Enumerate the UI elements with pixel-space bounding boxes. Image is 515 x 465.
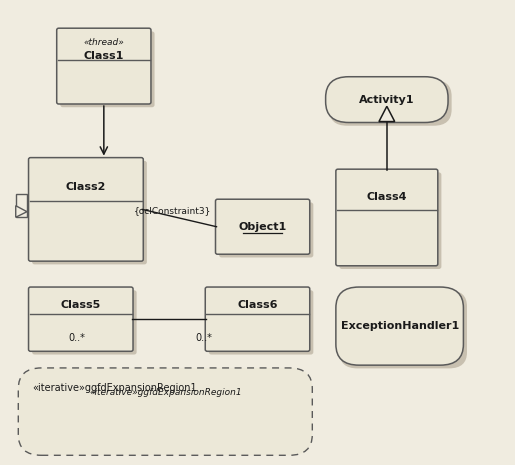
FancyBboxPatch shape (205, 287, 310, 351)
FancyBboxPatch shape (339, 173, 441, 269)
Polygon shape (16, 206, 27, 217)
Text: Class5: Class5 (61, 300, 101, 311)
Text: Class4: Class4 (367, 192, 407, 202)
FancyBboxPatch shape (215, 199, 310, 254)
Text: Class2: Class2 (66, 182, 106, 192)
FancyBboxPatch shape (32, 161, 147, 265)
FancyBboxPatch shape (219, 202, 313, 258)
Text: Object1: Object1 (238, 222, 287, 232)
Text: Activity1: Activity1 (359, 94, 415, 105)
Text: «iterative»ggfdExpansionRegion1: «iterative»ggfdExpansionRegion1 (89, 388, 242, 397)
FancyBboxPatch shape (28, 287, 133, 351)
Text: 0..*: 0..* (69, 333, 85, 343)
FancyBboxPatch shape (325, 77, 448, 122)
FancyBboxPatch shape (16, 194, 27, 217)
FancyBboxPatch shape (28, 158, 143, 261)
FancyBboxPatch shape (32, 290, 136, 354)
Text: «iterative»ggfdExpansionRegion1: «iterative»ggfdExpansionRegion1 (32, 383, 197, 393)
Text: ExceptionHandler1: ExceptionHandler1 (340, 321, 459, 331)
FancyBboxPatch shape (336, 287, 464, 365)
Text: Class1: Class1 (83, 52, 124, 61)
FancyBboxPatch shape (209, 290, 313, 354)
FancyBboxPatch shape (60, 32, 154, 107)
FancyBboxPatch shape (339, 290, 467, 368)
FancyBboxPatch shape (57, 28, 151, 104)
Text: «thread»: «thread» (83, 38, 124, 47)
Text: {oclConstraint3}: {oclConstraint3} (134, 206, 212, 215)
FancyBboxPatch shape (19, 368, 312, 455)
FancyBboxPatch shape (336, 169, 438, 266)
Text: 0..*: 0..* (195, 333, 212, 343)
FancyBboxPatch shape (329, 80, 452, 126)
Text: Class6: Class6 (237, 300, 278, 311)
Polygon shape (379, 106, 394, 121)
